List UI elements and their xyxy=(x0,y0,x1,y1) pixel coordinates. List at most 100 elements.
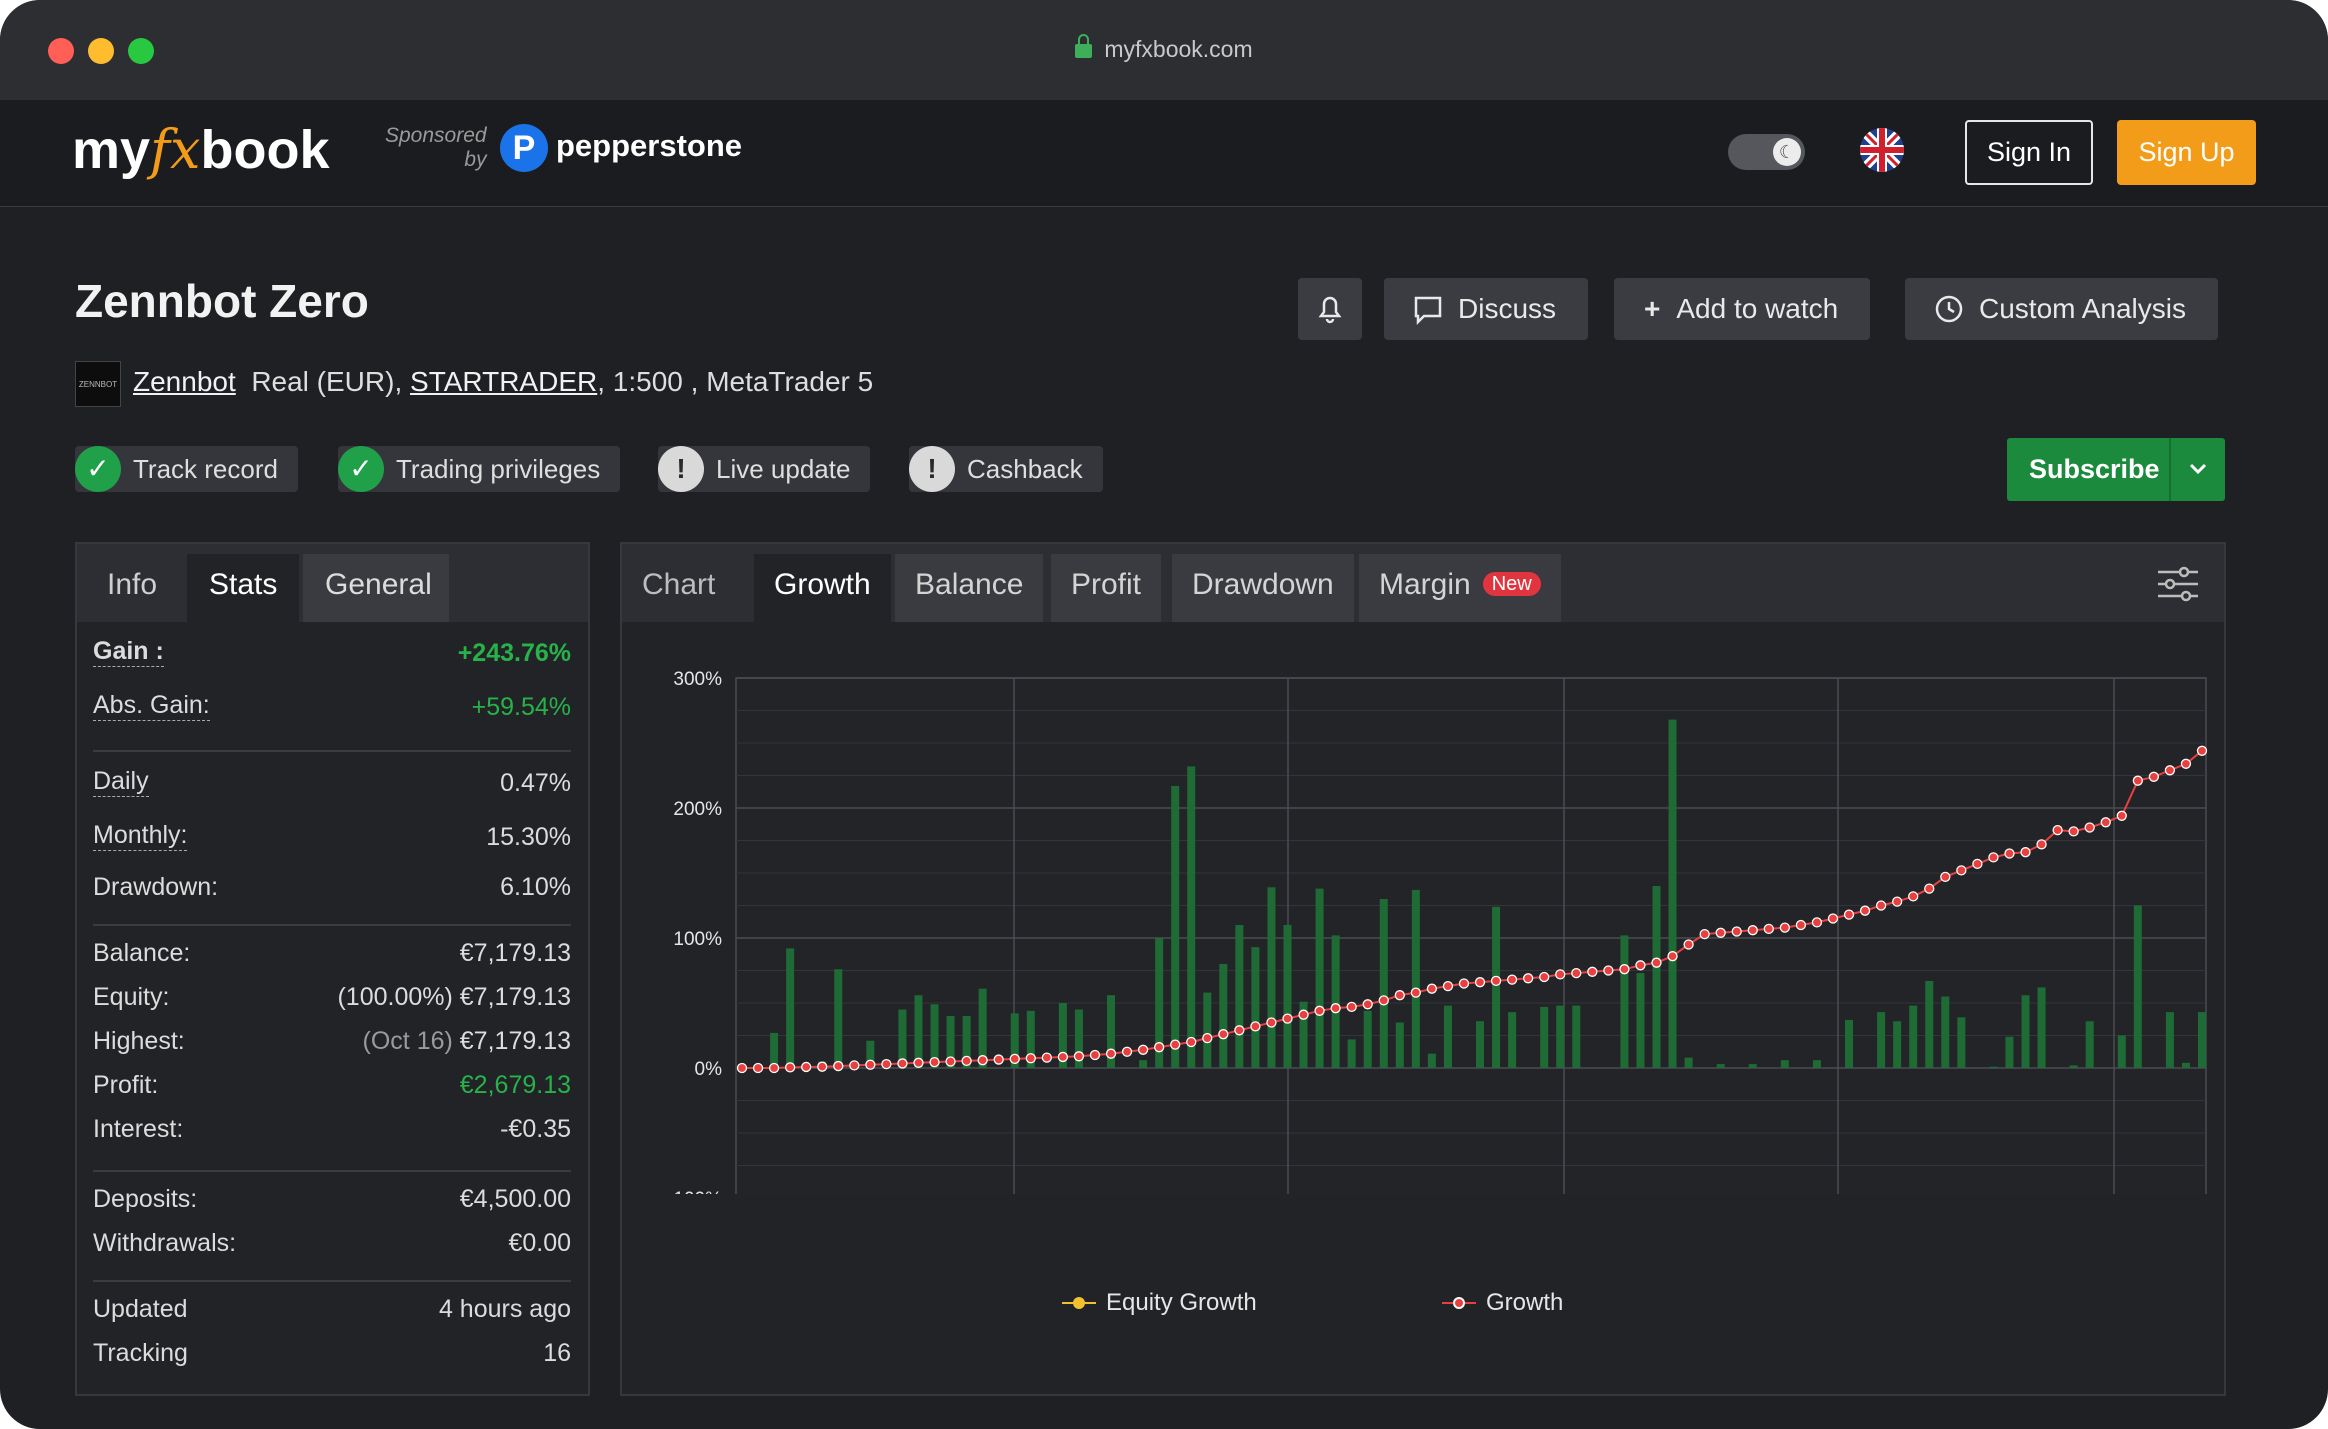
y-tick-label: 300% xyxy=(673,669,722,690)
growth-point xyxy=(1410,987,1421,998)
legend-equity-growth[interactable]: Equity Growth xyxy=(1062,1288,1257,1318)
custom-analysis-button[interactable]: Custom Analysis xyxy=(1905,278,2218,340)
stat-equity: Equity: (100.00%) €7,179.13 xyxy=(93,980,571,1014)
account-type: Real (EUR), xyxy=(251,366,403,397)
close-window-button[interactable] xyxy=(48,38,74,64)
avatar[interactable]: ZENNBOT xyxy=(75,360,121,407)
add-to-watch-button[interactable]: + Add to watch xyxy=(1614,278,1871,340)
custom-analysis-label: Custom Analysis xyxy=(1979,293,2186,324)
stat-value: +59.54% xyxy=(471,693,571,721)
growth-point xyxy=(1426,983,1438,994)
y-tick-label: 100% xyxy=(673,929,722,950)
y-tick-label: 0% xyxy=(695,1059,723,1080)
growth-point xyxy=(1731,926,1742,937)
tab-stats[interactable]: Stats xyxy=(187,554,300,622)
growth-point xyxy=(849,1060,860,1071)
subscribe-button[interactable]: Subscribe xyxy=(2007,438,2225,501)
discuss-button[interactable]: Discuss xyxy=(1384,278,1589,340)
growth-point xyxy=(1330,1003,1341,1014)
exclamation-icon: ! xyxy=(658,446,704,492)
badge-live-update[interactable]: ! Live update xyxy=(658,446,871,492)
badge-cashback[interactable]: ! Cashback xyxy=(909,446,1103,492)
daily-bar xyxy=(1716,1064,1725,1068)
daily-bar xyxy=(2181,1062,2190,1068)
stat-value: 15.30% xyxy=(486,823,571,851)
growth-point xyxy=(1795,919,1807,931)
daily-bar xyxy=(1652,886,1661,1068)
daily-bar xyxy=(1845,1019,1854,1068)
maximize-window-button[interactable] xyxy=(128,38,154,64)
pepperstone-logo-icon[interactable]: P xyxy=(500,124,548,172)
growth-point xyxy=(2132,775,2143,786)
uk-flag-icon[interactable] xyxy=(1860,128,1904,172)
tab-profit[interactable]: Profit xyxy=(1051,554,1162,622)
badge-label: Trading privileges xyxy=(396,454,601,484)
address-bar[interactable]: myfxbook.com xyxy=(0,34,2328,63)
chevron-down-icon[interactable] xyxy=(2169,438,2225,501)
stat-label[interactable]: Abs. Gain: xyxy=(93,691,210,721)
bell-icon xyxy=(1318,296,1342,324)
daily-bar xyxy=(930,1004,939,1068)
badge-trading-privileges[interactable]: ✓ Trading privileges xyxy=(338,446,621,492)
daily-bar xyxy=(2085,1021,2094,1068)
daily-bar xyxy=(770,1032,779,1068)
pepperstone-name[interactable]: pepperstone xyxy=(556,128,743,163)
growth-point xyxy=(752,1062,764,1074)
growth-point xyxy=(1137,1044,1149,1055)
growth-point xyxy=(2180,758,2192,769)
sponsored-label: Sponsored by xyxy=(385,124,487,172)
tab-margin[interactable]: Margin New xyxy=(1359,554,1561,622)
broker-link[interactable]: STARTRADER xyxy=(410,366,598,397)
growth-point xyxy=(2004,848,2015,859)
chart-tabs: Chart Growth Balance Profit Drawdown Mar… xyxy=(622,544,2224,622)
stat-value: 0.47% xyxy=(500,769,571,797)
growth-point xyxy=(1089,1049,1101,1061)
stat-value: €7,179.13 xyxy=(459,983,571,1011)
tab-margin-label: Margin xyxy=(1379,568,1471,601)
daily-bar xyxy=(834,969,843,1068)
stat-label[interactable]: Monthly: xyxy=(93,821,188,851)
stat-value: 4 hours ago xyxy=(438,1295,571,1323)
y-tick-label: -100% xyxy=(667,1189,722,1194)
stat-value: €4,500.00 xyxy=(459,1185,571,1213)
growth-point xyxy=(1057,1051,1069,1063)
daily-bar xyxy=(914,995,923,1068)
tab-growth[interactable]: Growth xyxy=(754,554,891,622)
theme-toggle[interactable]: ☾ xyxy=(1728,134,1805,170)
daily-bar xyxy=(1283,925,1292,1068)
notify-button[interactable] xyxy=(1298,278,1362,340)
minimize-window-button[interactable] xyxy=(88,38,114,64)
stat-label[interactable]: Gain : xyxy=(93,637,164,667)
growth-point xyxy=(1218,1029,1229,1040)
sliders-icon[interactable] xyxy=(2156,564,2200,604)
growth-point xyxy=(2100,817,2111,828)
tab-info[interactable]: Info xyxy=(107,568,158,601)
growth-point xyxy=(1041,1052,1052,1063)
myfxbook-logo[interactable]: myfxbook xyxy=(72,110,330,190)
daily-bar xyxy=(1363,1010,1372,1068)
daily-bar xyxy=(1235,925,1244,1068)
legend-growth[interactable]: Growth xyxy=(1442,1288,1563,1318)
tab-general[interactable]: General xyxy=(303,554,449,622)
daily-bar xyxy=(898,1009,907,1068)
growth-point xyxy=(1073,1051,1085,1062)
growth-point xyxy=(1972,858,1983,870)
daily-bar xyxy=(2165,1012,2174,1068)
discuss-label: Discuss xyxy=(1458,293,1557,324)
site-header: myfxbook Sponsored by P pepperstone ☾ xyxy=(0,100,2328,207)
stats-tabs: Info Stats General xyxy=(77,544,588,622)
growth-point xyxy=(1779,922,1791,933)
daily-bar xyxy=(1476,1021,1485,1068)
tab-balance[interactable]: Balance xyxy=(895,554,1044,622)
tab-drawdown[interactable]: Drawdown xyxy=(1172,554,1354,622)
sign-in-button[interactable]: Sign In xyxy=(1965,120,2093,185)
sign-up-button[interactable]: Sign Up xyxy=(2117,120,2256,185)
growth-point xyxy=(1587,966,1598,977)
growth-point xyxy=(1699,928,1710,940)
stat-label[interactable]: Daily xyxy=(93,767,149,797)
badge-track-record[interactable]: ✓ Track record xyxy=(75,446,298,492)
growth-point xyxy=(1747,925,1758,936)
stat-gain: Gain : +243.76% xyxy=(93,636,571,670)
stat-value: +243.76% xyxy=(457,639,571,667)
owner-link[interactable]: Zennbot xyxy=(133,366,236,397)
